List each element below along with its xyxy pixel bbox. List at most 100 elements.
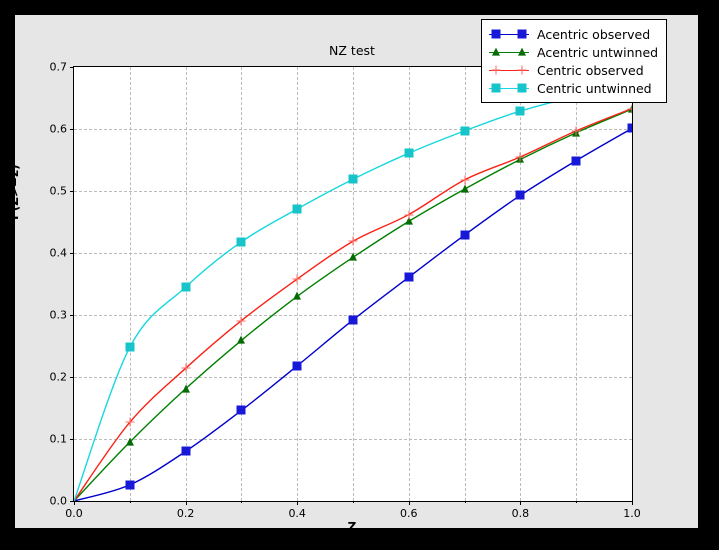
marker-triangle xyxy=(125,437,134,446)
y-tick-mark xyxy=(70,129,74,130)
y-tick-label: 0.3 xyxy=(49,308,68,322)
legend-item-0[interactable]: Acentric observed xyxy=(488,25,658,43)
y-tick-label: 0.6 xyxy=(49,122,68,136)
legend-item-3[interactable]: Centric untwinned xyxy=(488,79,658,97)
gridline-vertical xyxy=(297,67,299,501)
marker-square xyxy=(292,361,302,371)
legend-swatch xyxy=(488,61,530,79)
legend-line xyxy=(489,52,529,53)
y-tick-label: 0.5 xyxy=(49,184,68,198)
x-axis-label: Z xyxy=(347,520,357,534)
x-tick-mark xyxy=(185,501,187,505)
marker-square xyxy=(515,106,525,116)
y-tick-label: 0.0 xyxy=(49,494,68,508)
plot-canvas xyxy=(74,67,632,501)
legend-label: Centric untwinned xyxy=(537,80,652,96)
gridline-vertical xyxy=(241,67,243,501)
x-tick-mark xyxy=(408,501,410,505)
marker-square xyxy=(348,315,358,325)
x-tick-mark xyxy=(520,501,522,505)
marker-plus xyxy=(491,65,501,75)
x-tick-label: 0.4 xyxy=(288,507,306,520)
series-line-1 xyxy=(74,108,632,501)
marker-triangle xyxy=(460,184,469,193)
x-tick-mark-minor xyxy=(353,501,354,503)
x-tick-mark xyxy=(74,501,75,505)
gridline-vertical xyxy=(576,67,578,501)
x-tick-mark-minor xyxy=(464,501,466,503)
legend-swatch xyxy=(488,43,530,61)
marker-plus xyxy=(125,417,135,427)
y-tick-label: 0.1 xyxy=(49,432,68,446)
marker-triangle xyxy=(349,252,357,261)
marker-plus xyxy=(292,274,302,284)
legend-line xyxy=(489,70,529,71)
legend-line xyxy=(489,88,529,89)
marker-square xyxy=(125,342,135,352)
marker-square xyxy=(348,174,358,184)
y-tick-label: 0.7 xyxy=(49,60,68,74)
chart-legend[interactable]: Acentric observed Acentric untwinned Centr… xyxy=(481,19,668,103)
marker-triangle xyxy=(518,47,526,56)
marker-square xyxy=(627,123,632,133)
x-tick-label: 1.0 xyxy=(623,507,641,520)
marker-square xyxy=(517,83,527,93)
matplotlib-figure: NZ test P(Z>=z) Z 0.0 0.1 0.2 0.3 0.4 0.5 0.6 0… xyxy=(7,15,698,534)
x-tick-mark-minor xyxy=(129,501,131,503)
y-tick-mark xyxy=(70,377,74,378)
x-tick-mark xyxy=(632,501,633,505)
marker-triangle xyxy=(492,47,500,56)
marker-square xyxy=(236,405,246,415)
x-tick-mark-minor xyxy=(576,501,578,503)
marker-triangle xyxy=(237,336,246,345)
marker-triangle xyxy=(404,216,413,225)
marker-square xyxy=(292,204,302,214)
x-tick-mark-minor xyxy=(241,501,243,503)
marker-square xyxy=(460,126,470,136)
series-line-2 xyxy=(74,107,632,501)
y-tick-mark xyxy=(70,191,74,192)
marker-plus xyxy=(460,175,470,185)
legend-label: Acentric untwinned xyxy=(537,44,659,60)
y-tick-mark xyxy=(70,439,74,440)
marker-square xyxy=(236,237,246,247)
marker-square xyxy=(491,83,501,93)
legend-label: Acentric observed xyxy=(537,26,651,42)
y-tick-mark xyxy=(70,501,74,502)
y-tick-label: 0.2 xyxy=(49,370,68,384)
series-line-3 xyxy=(74,87,632,501)
x-tick-label: 0.2 xyxy=(176,507,195,520)
marker-plus xyxy=(404,210,414,220)
marker-plus xyxy=(515,152,525,162)
marker-triangle xyxy=(181,384,190,393)
marker-square xyxy=(515,190,525,200)
marker-plus xyxy=(236,316,246,326)
marker-plus xyxy=(627,104,632,114)
marker-plus xyxy=(571,126,581,136)
marker-square xyxy=(181,282,191,292)
marker-square xyxy=(571,156,581,166)
x-tick-mark xyxy=(297,501,299,505)
y-axis-label: P(Z>=z) xyxy=(7,164,21,220)
legend-label: Centric observed xyxy=(537,62,644,78)
series-layer xyxy=(74,87,632,501)
legend-line xyxy=(489,34,529,35)
gridline-vertical xyxy=(353,67,354,501)
gridline-vertical xyxy=(464,67,466,501)
legend-swatch xyxy=(488,79,530,97)
marker-plus xyxy=(517,65,527,75)
marker-square xyxy=(491,29,501,39)
x-tick-label: 0.8 xyxy=(511,507,530,520)
y-tick-mark xyxy=(70,67,74,68)
x-tick-label: 0.0 xyxy=(65,507,83,520)
legend-item-2[interactable]: Centric observed xyxy=(488,61,658,79)
legend-item-1[interactable]: Acentric untwinned xyxy=(488,43,658,61)
marker-square xyxy=(404,272,414,282)
gridline-vertical xyxy=(129,67,131,501)
y-tick-mark xyxy=(70,315,74,316)
plot-axes: 0.0 0.1 0.2 0.3 0.4 0.5 0.6 0.7 0.0 0.2 0.4 0.6 0.8 1… xyxy=(50,61,641,521)
y-tick-mark xyxy=(70,253,74,254)
gridline-vertical xyxy=(520,67,522,501)
legend-swatch xyxy=(488,25,530,43)
marker-plus xyxy=(181,363,191,373)
